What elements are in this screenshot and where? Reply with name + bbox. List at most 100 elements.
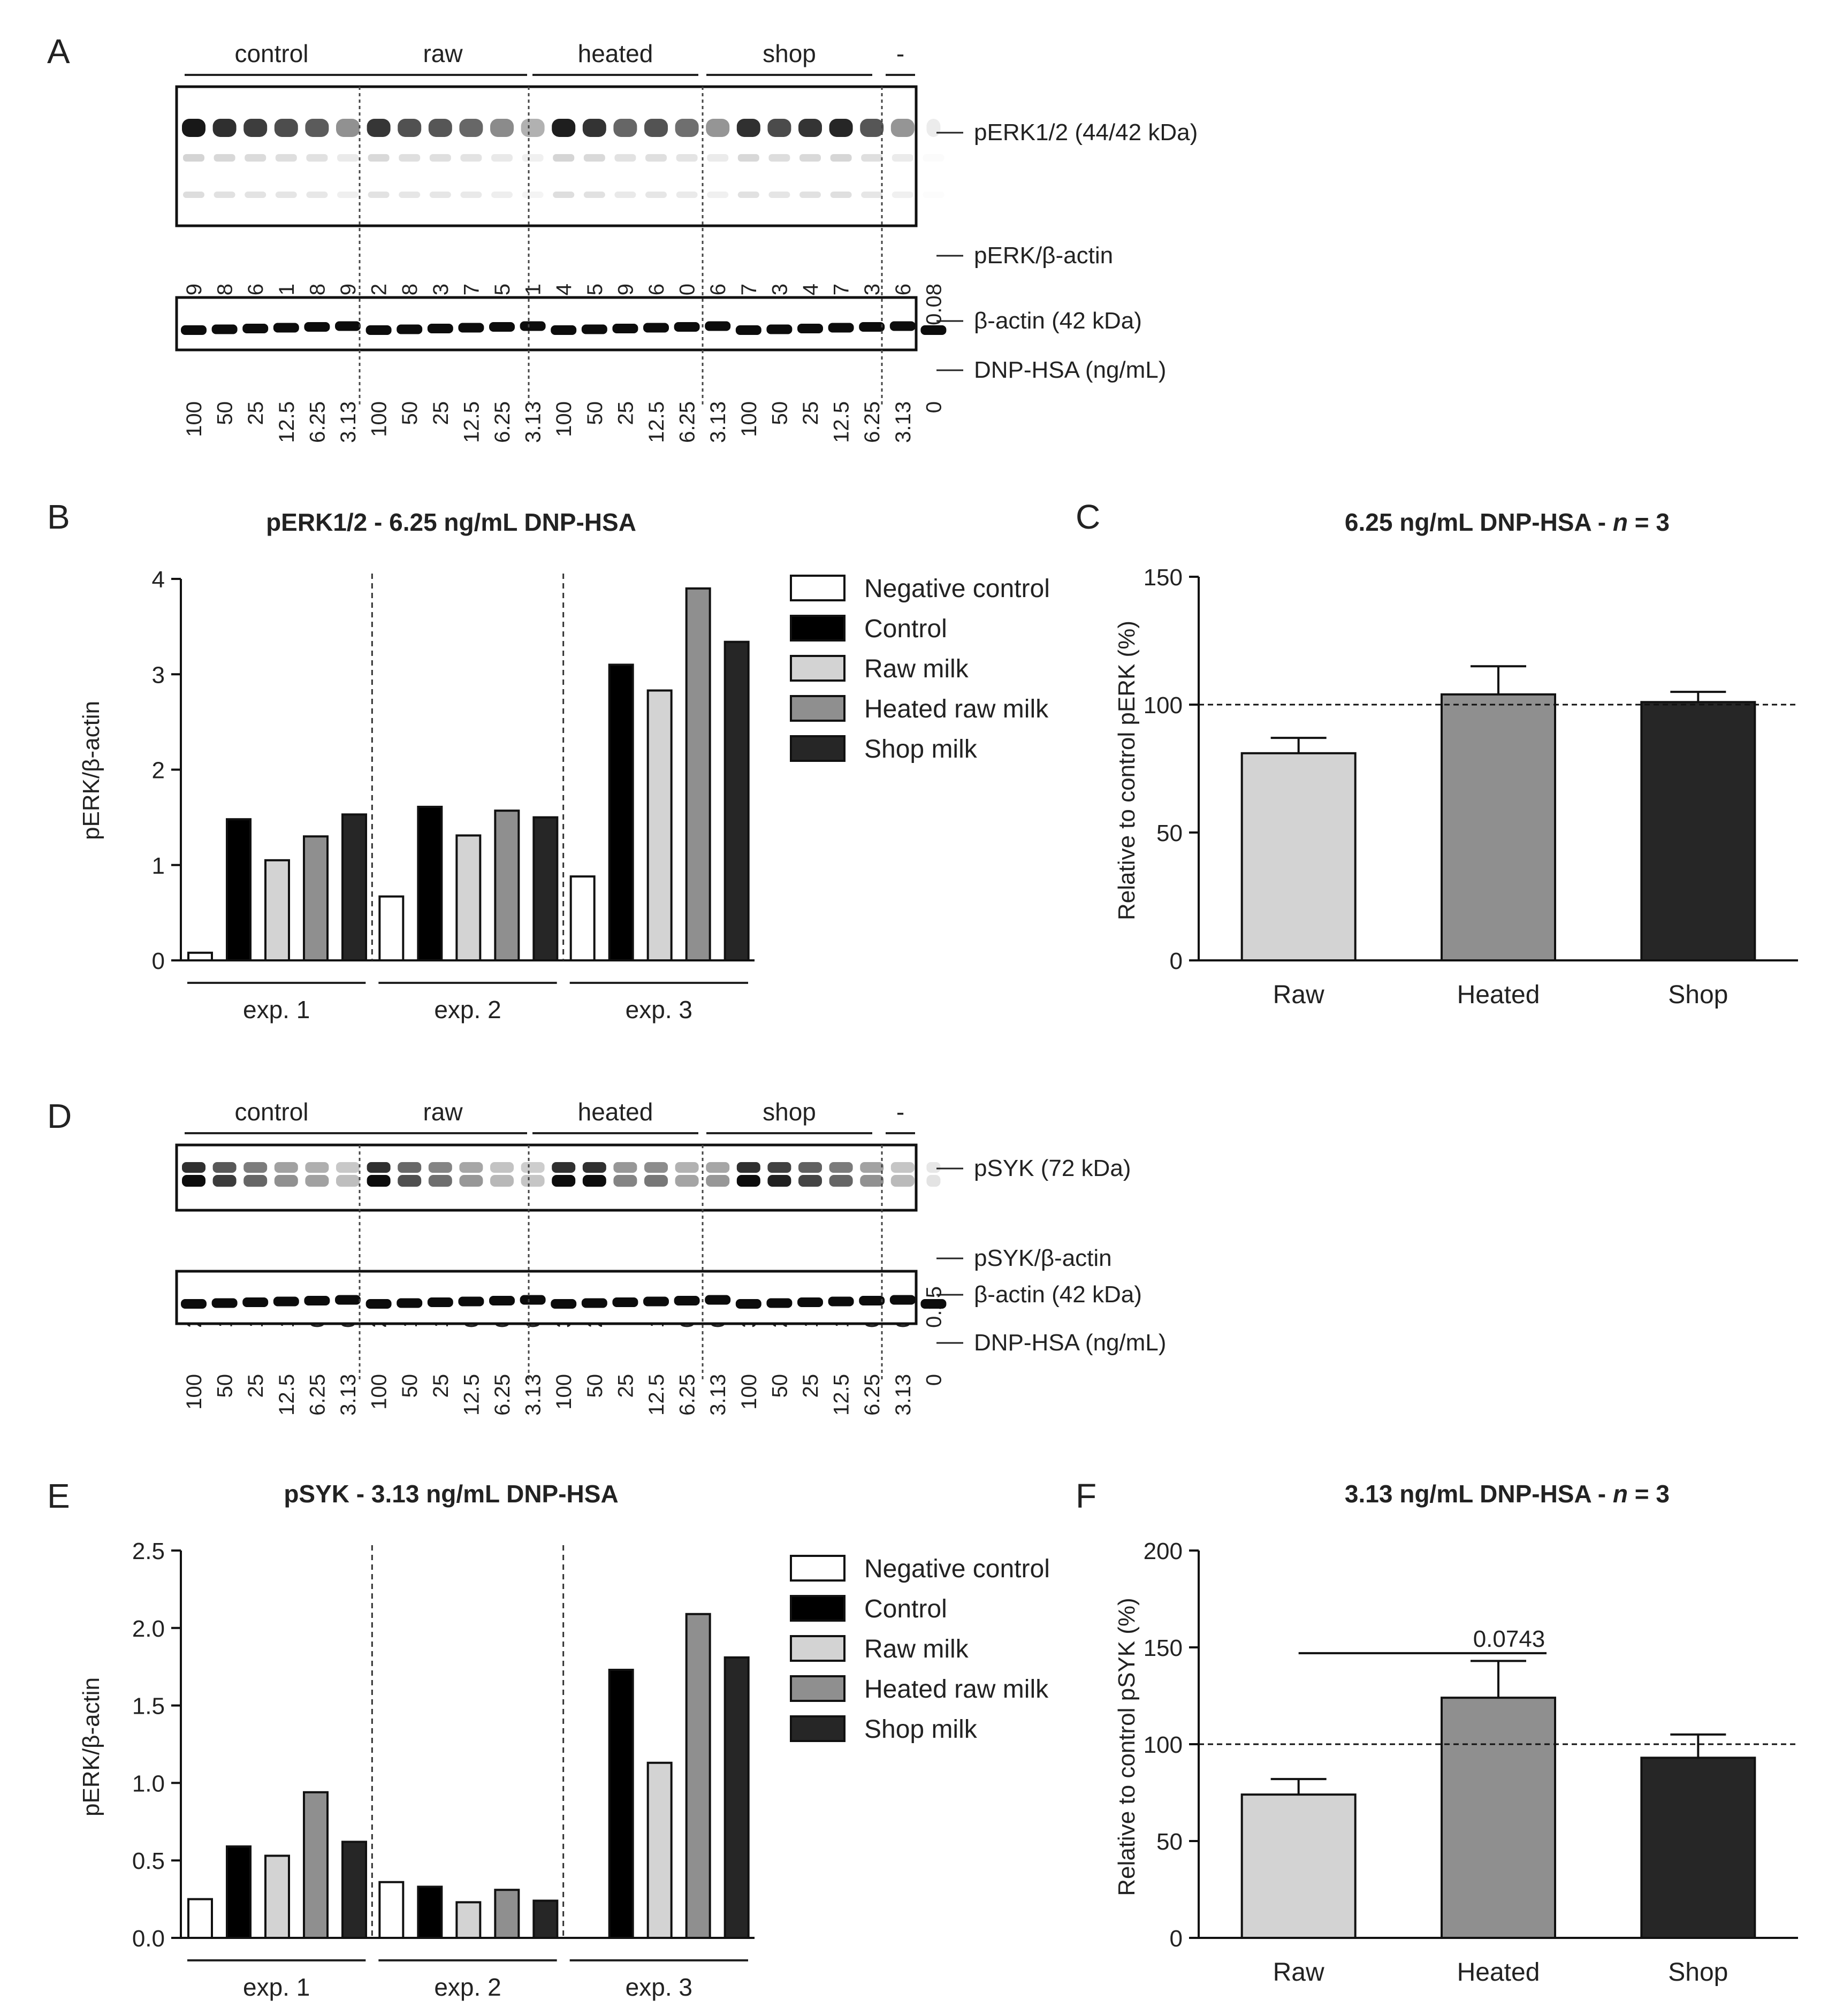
- chart-e-bar: [685, 1613, 711, 1939]
- blot-d-actin-band: [643, 1296, 669, 1307]
- blot-d-band: [736, 1162, 760, 1173]
- blot-d-actin-band: [397, 1298, 423, 1308]
- blot-d-dose-value: 25: [429, 1374, 453, 1398]
- chart-b-bar: [187, 951, 213, 961]
- blot-d-band: [182, 1162, 205, 1173]
- blot-a-actin-band: [365, 325, 392, 335]
- chart-c-perk-summary: 6.25 ng/mL DNP-HSA - n = 3 Relative to c…: [1114, 508, 1798, 1009]
- chart-b-y-axis-label: pERK/β-actin: [78, 701, 104, 840]
- chart-e-y-tick-label: 1.5: [132, 1693, 165, 1720]
- blot-d-actin-band: [335, 1295, 361, 1305]
- blot-a-dose-value: 25: [429, 401, 453, 425]
- blot-a-band-faint: [368, 154, 390, 162]
- legend-b: Negative control Control Raw milk Heated ra…: [790, 575, 1050, 763]
- chart-e-y-axis-label: pERK/β-actin: [78, 1677, 104, 1816]
- blot-d-band: [521, 1175, 545, 1187]
- blot-a-band-faint: [429, 154, 451, 162]
- blot-a-dose-value: 3.13: [337, 401, 360, 443]
- blot-d-dose-value: 100: [737, 1374, 761, 1410]
- blot-d-dose-value: 6.25: [491, 1374, 514, 1416]
- blot-d-band: [798, 1175, 822, 1187]
- blot-a-actin-band: [304, 322, 330, 332]
- blot-a-band-faint: [614, 192, 636, 198]
- blot-a-actin-band: [458, 323, 484, 333]
- panel-letter-b: B: [47, 498, 70, 536]
- blot-d-dose-value: 3.13: [337, 1374, 360, 1416]
- blot-d-actin-band: [735, 1299, 761, 1309]
- blot-a-band-faint: [830, 192, 852, 198]
- chart-c-y-tick-label: 150: [1144, 564, 1183, 591]
- legend-b-label: Negative control: [864, 575, 1050, 603]
- blot-d-actin-band: [766, 1298, 793, 1308]
- blot-d-dose-value: 100: [552, 1374, 576, 1410]
- blot-a-band: [613, 119, 637, 137]
- western-blot-perk: control raw heated shop - pERK1/2 (44/42 kDa)…: [175, 40, 1198, 443]
- blot-d-group-label: -: [896, 1098, 904, 1126]
- blot-a-dose-value: 6.25: [676, 401, 699, 443]
- blot-a-band-faint: [306, 192, 328, 198]
- chart-b-bar: [494, 810, 520, 961]
- blot-d-group-label: raw: [423, 1098, 463, 1126]
- blot-d-band: [890, 1162, 915, 1173]
- blot-a-band-faint: [429, 192, 451, 198]
- blot-d-band: [613, 1175, 637, 1187]
- blot-a-actin-band: [735, 325, 761, 335]
- chart-e-y-tick-label: 1.0: [132, 1770, 165, 1797]
- chart-b-bar: [455, 834, 482, 962]
- legend-b-label: Heated raw milk: [864, 695, 1049, 723]
- blot-d-band: [274, 1162, 298, 1173]
- blot-d-band: [706, 1162, 730, 1173]
- blot-d-actin-band: [705, 1295, 731, 1305]
- chart-b-y-tick-label: 3: [152, 662, 165, 688]
- blot-a-band: [367, 119, 391, 137]
- blot-d-actin-band: [458, 1296, 484, 1307]
- blot-d-band: [582, 1175, 606, 1187]
- blot-a-group-label: shop: [763, 40, 816, 67]
- blot-d-band: [212, 1175, 237, 1187]
- chart-b-y-tick-label: 2: [152, 758, 165, 784]
- chart-e-title: pSYK - 3.13 ng/mL DNP-HSA: [284, 1480, 618, 1508]
- blot-a-dose-value: 12.5: [275, 401, 299, 443]
- chart-c-bar: [1441, 693, 1556, 961]
- blot-d-dose-value: 50: [768, 1374, 791, 1398]
- chart-e-bar: [264, 1854, 290, 1939]
- blot-d-dose-value: 50: [214, 1374, 237, 1398]
- blot-a-dose-value: 100: [182, 401, 206, 437]
- blot-d-group-label: shop: [763, 1098, 816, 1126]
- legend-b-swatch: [790, 575, 846, 601]
- blot-a-band-faint: [522, 192, 544, 198]
- blot-a-actin-band: [828, 323, 854, 333]
- blot-d-dose-value: 3.13: [706, 1374, 730, 1416]
- chart-b-perk-experiments: pERK1/2 - 6.25 ng/mL DNP-HSA pERK/β-acti…: [78, 508, 755, 1024]
- chart-e-bar: [187, 1898, 213, 1939]
- blot-d-band-box: [175, 1143, 918, 1212]
- blot-d-ratio-label: pSYK/β-actin: [974, 1245, 1112, 1271]
- blot-a-band-faint: [768, 154, 790, 162]
- blot-a-actin-band: [242, 324, 269, 333]
- chart-f-x-tick-label: Raw: [1273, 1958, 1324, 1987]
- blot-d-band: [274, 1175, 298, 1187]
- chart-e-bar: [723, 1656, 750, 1939]
- chart-f-bar: [1640, 1757, 1756, 1939]
- blot-a-band: [428, 119, 452, 137]
- chart-b-y-tick-label: 0: [152, 948, 165, 974]
- blot-a-actin-band: [181, 325, 207, 335]
- blot-d-band: [552, 1175, 576, 1187]
- blot-d-band: [459, 1162, 483, 1173]
- blot-a-band-faint: [645, 192, 667, 198]
- chart-e-bar: [417, 1885, 443, 1939]
- chart-f-bar: [1441, 1697, 1556, 1939]
- blot-d-band: [428, 1175, 452, 1187]
- blot-a-band-faint: [183, 154, 204, 162]
- chart-e-x-group-label: exp. 1: [243, 1973, 310, 2001]
- chart-e-bar: [378, 1881, 405, 1939]
- blot-a-band-faint: [337, 192, 359, 198]
- blot-a-actin-band: [489, 322, 515, 332]
- blot-a-actin-band: [427, 324, 453, 333]
- blot-d-band: [675, 1162, 699, 1173]
- blot-d-actin-band: [551, 1299, 577, 1309]
- blot-d-band: [675, 1175, 699, 1187]
- chart-b-bar: [264, 859, 290, 962]
- panel-letter-e: E: [47, 1477, 70, 1515]
- chart-f-psyk-summary: 3.13 ng/mL DNP-HSA - n = 3 Relative to c…: [1114, 1480, 1798, 1987]
